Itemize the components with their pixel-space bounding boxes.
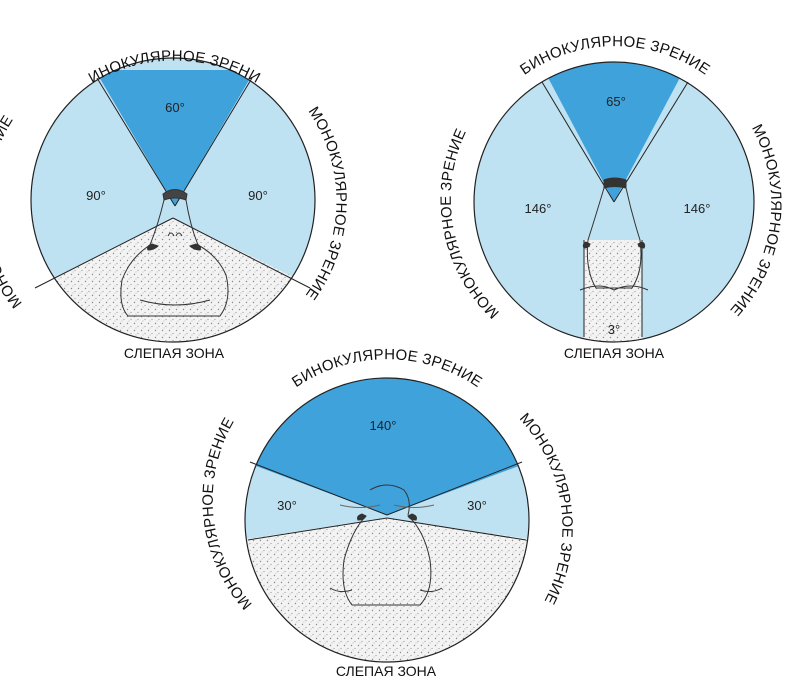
field-circle [473, 61, 755, 343]
blind-zone-label: СЛЕПАЯ ЗОНА [124, 345, 225, 361]
monocular-left-angle-label: 146° [525, 201, 552, 216]
binocular-angle-label: 65° [606, 94, 626, 109]
diagram-3: 140° 30° 30° БИНОКУЛЯРНОЕ ЗРЕНИЕ МОНОКУЛ… [200, 346, 576, 679]
monocular-right-angle-label: 90° [248, 188, 268, 203]
blind-zone-label: СЛЕПАЯ ЗОНА [564, 345, 665, 361]
field-circle [244, 377, 530, 663]
diagram-1: 60° 90° 90° БИНОКУЛЯРНОЕ ЗРЕНИЕ МОНОКУЛЯ… [0, 0, 349, 361]
animal-head-outline [120, 189, 229, 317]
binocular-angle-label: 140° [370, 418, 397, 433]
blind-zone-label: СЛЕПАЯ ЗОНА [336, 663, 437, 679]
blind-zone-sector [245, 518, 529, 662]
binocular-angle-label: 60° [165, 100, 185, 115]
monocular-right-angle-label: 30° [467, 498, 487, 513]
monocular-right-angle-label: 146° [684, 201, 711, 216]
monocular-left-angle-label: 30° [277, 498, 297, 513]
monocular-left-label: МОНОКУЛЯРНОЕ ЗРЕНИЕ [0, 113, 26, 312]
monocular-left-angle-label: 90° [86, 188, 106, 203]
animal-head-outline [329, 484, 443, 606]
binocular-sector [245, 378, 529, 515]
field-circle [30, 57, 316, 343]
diagram-2: 65° 146° 146° 3° БИНОКУЛЯРНОЕ ЗРЕНИЕ МОН… [438, 33, 784, 361]
binocular-sector [536, 62, 692, 202]
blind-zone-sector [584, 240, 642, 342]
binocular-sector [95, 70, 255, 206]
blind-zone-angle-label: 3° [608, 322, 620, 337]
animal-head-outline [579, 177, 649, 291]
